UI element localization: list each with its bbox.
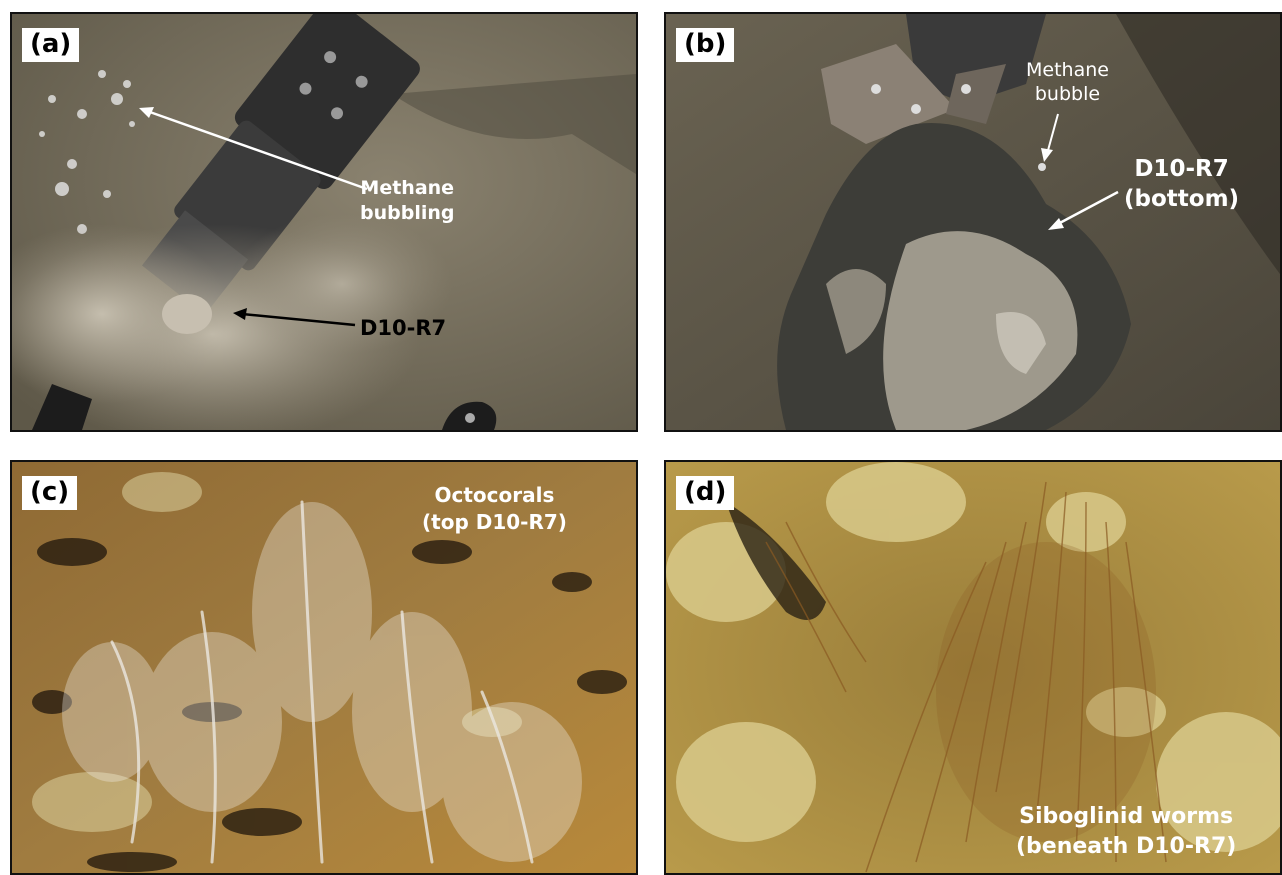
methane-bubbling-label: Methane bubbling <box>360 177 455 224</box>
panel-c: (c) Octocorals (top D10-R7) <box>10 460 638 875</box>
panel-b: (b) Methane bubble D10-R7 (bottom) <box>664 12 1282 432</box>
octocorals-label: Octocorals (top D10-R7) <box>422 483 567 534</box>
panel-tag: (d) <box>676 476 735 510</box>
siboglinid-worms-label: Siboglinid worms (beneath D10-R7) <box>1016 804 1237 859</box>
photo-siboglinid-worms <box>666 462 1280 873</box>
panel-a: (a) Methane bubbling D10-R7 <box>10 12 638 432</box>
sample-bottom-label: D10-R7 (bottom) <box>1124 156 1240 212</box>
panel-tag: (c) <box>22 476 78 510</box>
panel-tag: (a) <box>22 28 80 62</box>
photo-octocorals <box>12 462 636 873</box>
panel-tag: (b) <box>676 28 735 62</box>
sample-label: D10-R7 <box>360 316 447 340</box>
photo-methane-bubbling <box>12 14 636 430</box>
panel-d: (d) Siboglinid worms (beneath D10-R7) <box>664 460 1282 875</box>
methane-bubble-label: Methane bubble <box>1026 59 1109 105</box>
photo-rock-sample <box>666 14 1280 430</box>
